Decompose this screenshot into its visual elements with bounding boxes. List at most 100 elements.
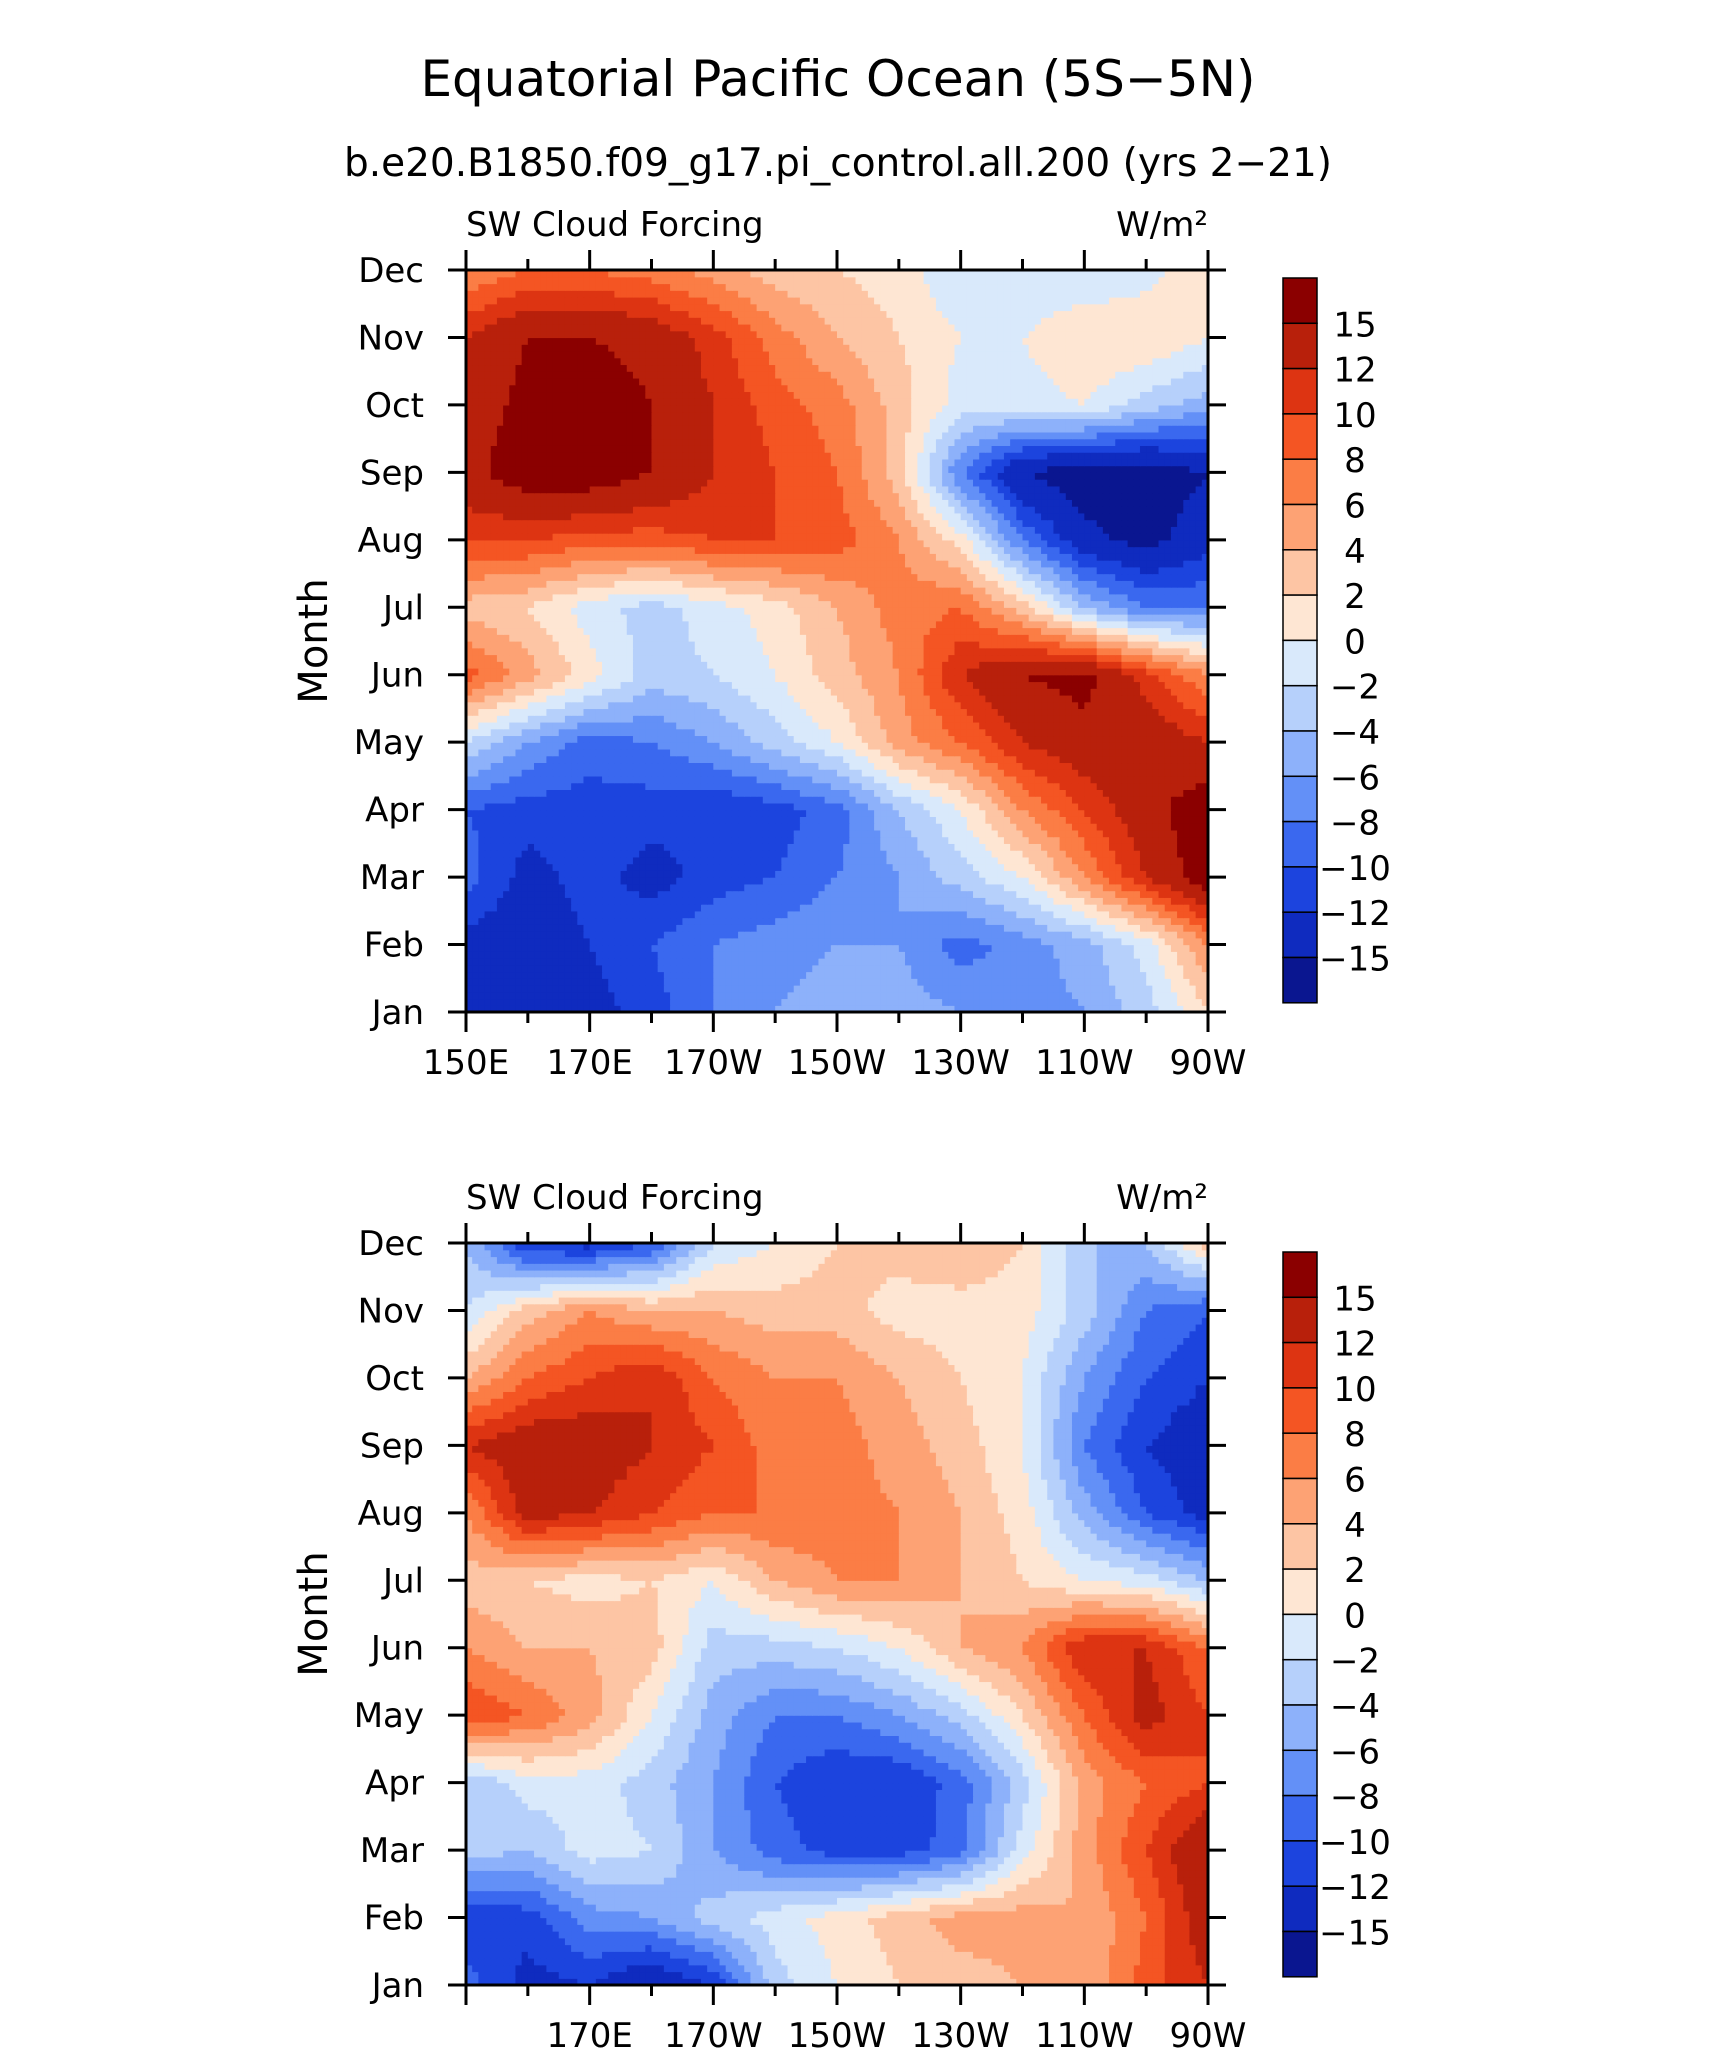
heatmap-cell [756,978,764,986]
heatmap-cell [1164,836,1172,844]
heatmap-cell [1183,789,1191,797]
heatmap-cell [1059,782,1067,790]
heatmap-cell [1028,802,1036,811]
heatmap-cell [886,762,894,770]
heatmap-cell [1152,802,1160,811]
heatmap-cell [496,850,504,858]
heatmap-cell [558,735,566,743]
heatmap-cell [663,944,671,952]
heatmap-cell [1028,762,1036,770]
heatmap-cell [1003,1005,1011,1012]
heatmap-cell [509,823,517,831]
heatmap-cell [830,964,838,973]
heatmap-cell [1034,991,1042,1000]
heatmap-cell [1041,782,1048,790]
heatmap-cell [1133,971,1141,979]
heatmap-cell [1133,877,1141,885]
heatmap-cell [1028,890,1036,898]
heatmap-cell [725,924,733,932]
heatmap-cell [1096,742,1104,750]
heatmap-cell [725,931,733,939]
heatmap-cell [614,958,622,966]
heatmap-cell [997,924,1005,932]
heatmap-cell [837,836,844,844]
heatmap-cell [1164,870,1172,878]
heatmap-cell [806,823,813,831]
heatmap-cell [632,856,640,865]
heatmap-cell [484,836,492,844]
heatmap-cell [948,748,956,757]
heatmap-cell [1109,843,1116,851]
heatmap-cell [478,978,486,986]
heatmap-cell [657,789,665,797]
heatmap-cell [750,728,758,737]
heatmap-cell [583,735,591,743]
heatmap-cell [670,883,677,892]
heatmap-cell [738,762,745,770]
heatmap-cell [1016,843,1024,851]
heatmap-cell [1096,802,1104,811]
heatmap-cell [1133,910,1141,919]
heatmap-cell [583,931,591,939]
heatmap-cell [874,802,881,811]
heatmap-cell [478,823,486,831]
heatmap-cell [1071,836,1079,844]
heatmap-cell [985,755,993,764]
heatmap-cell [960,937,968,946]
heatmap-cell [1139,755,1147,764]
heatmap-cell [645,829,653,838]
heatmap-cell [472,931,479,939]
heatmap-cell [855,931,863,939]
heatmap-cell [521,762,529,770]
heatmap-cell [1090,917,1098,925]
heatmap-cell [1071,910,1079,919]
heatmap-cell [837,863,844,871]
heatmap-cell [744,964,752,973]
heatmap-cell [527,985,535,993]
heatmap-cell [639,1005,646,1012]
heatmap-cell [731,728,739,737]
heatmap-cell [898,931,906,939]
heatmap-cell [1016,769,1024,777]
heatmap-cell [1109,823,1116,831]
heatmap-cell [824,829,832,838]
heatmap-cell [602,748,609,757]
heatmap-cell [1109,742,1116,750]
heatmap-cell [595,755,603,764]
heatmap-cell [1041,796,1048,804]
heatmap-cell [657,836,665,844]
heatmap-cell [886,816,894,824]
heatmap-cell [843,971,850,979]
heatmap-cell [496,755,504,764]
heatmap-cell [719,890,727,898]
heatmap-cell [787,897,795,905]
heatmap-cell [775,890,782,898]
heatmap-cell [756,856,764,865]
heatmap-cell [1096,843,1104,851]
heatmap-cell [1022,877,1030,885]
heatmap-cell [861,890,869,898]
heatmap-cell [1109,802,1116,811]
heatmap-cell [837,742,844,750]
heatmap-cell [917,789,925,797]
heatmap-cell [602,910,609,919]
heatmap-cell [694,735,702,743]
heatmap-cell [694,917,702,925]
heatmap-cell [558,856,566,865]
heatmap-cell [744,1005,752,1012]
heatmap-cell [1096,775,1104,784]
heatmap-cell [552,870,560,878]
heatmap-cell [546,931,554,939]
heatmap-cell [583,870,591,878]
heatmap-cell [478,789,486,797]
heatmap-cell [1177,931,1184,939]
heatmap-cell [905,883,912,892]
heatmap-cell [620,789,628,797]
heatmap-cell [626,958,634,966]
heatmap-cell [886,978,894,986]
heatmap-cell [1201,937,1208,946]
heatmap-cell [991,816,999,824]
heatmap-cell [1010,775,1017,784]
heatmap-cell [1047,856,1055,865]
heatmap-cell [886,971,894,979]
